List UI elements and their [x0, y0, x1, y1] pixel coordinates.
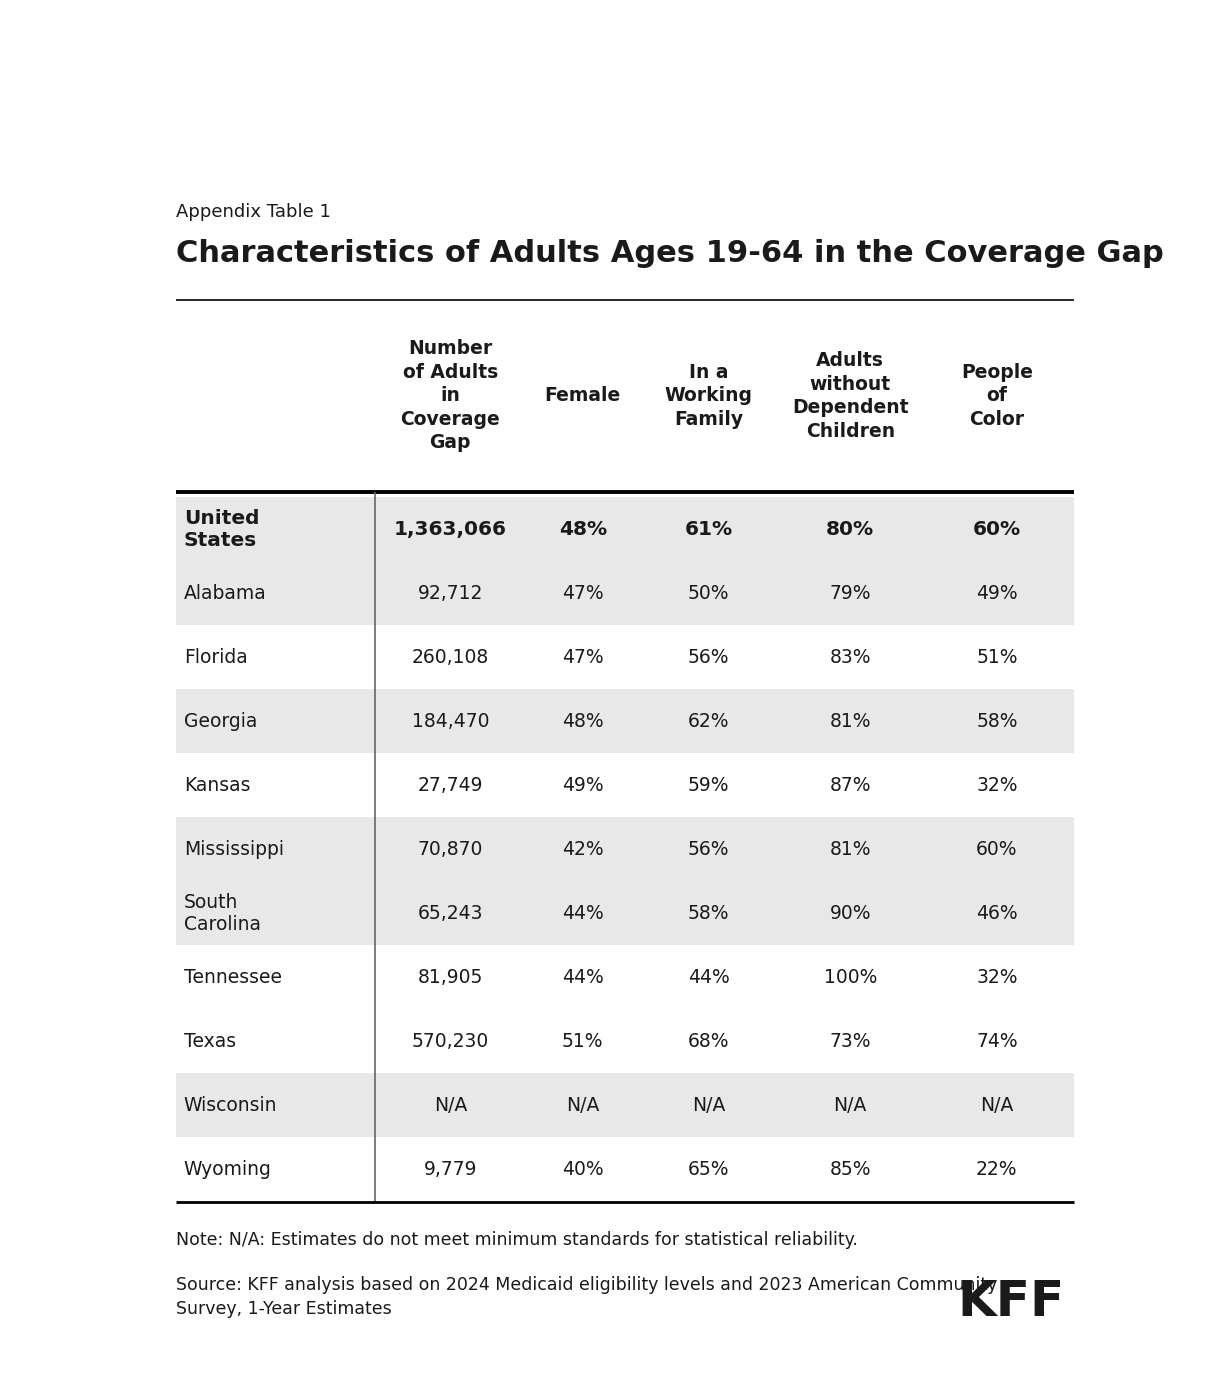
Text: 56%: 56% [688, 647, 730, 667]
Text: Appendix Table 1: Appendix Table 1 [176, 202, 331, 220]
Text: 81%: 81% [830, 712, 871, 730]
Text: 100%: 100% [824, 967, 877, 987]
Text: In a
Working
Family: In a Working Family [665, 363, 753, 428]
Bar [176, 498, 1075, 561]
Text: 65,243: 65,243 [417, 904, 483, 923]
Text: 184,470: 184,470 [411, 712, 489, 730]
Bar [176, 881, 1075, 945]
Bar [176, 818, 1075, 881]
Text: Female: Female [544, 387, 621, 405]
Text: 74%: 74% [976, 1033, 1017, 1051]
Text: 58%: 58% [976, 712, 1017, 730]
Text: 48%: 48% [562, 712, 604, 730]
Text: 90%: 90% [830, 904, 871, 923]
Text: Number
of Adults
in
Coverage
Gap: Number of Adults in Coverage Gap [400, 340, 500, 452]
Text: N/A: N/A [433, 1096, 467, 1114]
Text: 60%: 60% [972, 520, 1021, 539]
Text: 59%: 59% [688, 776, 730, 794]
Text: 22%: 22% [976, 1160, 1017, 1179]
Text: Tennessee: Tennessee [184, 967, 282, 987]
Text: N/A: N/A [566, 1096, 599, 1114]
Text: 47%: 47% [562, 584, 604, 603]
Text: 83%: 83% [830, 647, 871, 667]
Text: N/A: N/A [833, 1096, 867, 1114]
Text: 32%: 32% [976, 967, 1017, 987]
Text: People
of
Color: People of Color [961, 363, 1033, 428]
Text: 70,870: 70,870 [417, 840, 483, 859]
Text: 92,712: 92,712 [417, 584, 483, 603]
Text: 50%: 50% [688, 584, 730, 603]
Text: Alabama: Alabama [184, 584, 266, 603]
Text: 570,230: 570,230 [411, 1033, 489, 1051]
Text: South
Carolina: South Carolina [184, 893, 261, 934]
Text: 87%: 87% [830, 776, 871, 794]
Text: 44%: 44% [688, 967, 730, 987]
Text: 73%: 73% [830, 1033, 871, 1051]
Text: Georgia: Georgia [184, 712, 257, 730]
Text: Adults
without
Dependent
Children: Adults without Dependent Children [792, 351, 909, 441]
Text: 40%: 40% [562, 1160, 604, 1179]
Text: 81%: 81% [830, 840, 871, 859]
Text: 47%: 47% [562, 647, 604, 667]
Text: 60%: 60% [976, 840, 1017, 859]
Text: Wyoming: Wyoming [184, 1160, 272, 1179]
Text: 1,363,066: 1,363,066 [394, 520, 506, 539]
Text: 51%: 51% [562, 1033, 604, 1051]
Text: N/A: N/A [692, 1096, 725, 1114]
Text: 58%: 58% [688, 904, 730, 923]
Text: 65%: 65% [688, 1160, 730, 1179]
Text: 81,905: 81,905 [417, 967, 483, 987]
Text: 51%: 51% [976, 647, 1017, 667]
Text: N/A: N/A [980, 1096, 1014, 1114]
Text: 62%: 62% [688, 712, 730, 730]
Text: 85%: 85% [830, 1160, 871, 1179]
Text: 68%: 68% [688, 1033, 730, 1051]
Text: 44%: 44% [562, 904, 604, 923]
Bar [176, 561, 1075, 625]
Text: 79%: 79% [830, 584, 871, 603]
Text: Source: KFF analysis based on 2024 Medicaid eligibility levels and 2023 American: Source: KFF analysis based on 2024 Medic… [176, 1277, 998, 1318]
Text: 49%: 49% [976, 584, 1017, 603]
Text: 42%: 42% [562, 840, 604, 859]
Text: 44%: 44% [562, 967, 604, 987]
Text: 9,779: 9,779 [423, 1160, 477, 1179]
Text: KFF: KFF [958, 1278, 1065, 1326]
Text: United
States: United States [184, 509, 259, 550]
Bar [176, 1074, 1075, 1138]
Text: 56%: 56% [688, 840, 730, 859]
Bar [176, 689, 1075, 754]
Text: 32%: 32% [976, 776, 1017, 794]
Text: 49%: 49% [562, 776, 604, 794]
Text: Characteristics of Adults Ages 19-64 in the Coverage Gap: Characteristics of Adults Ages 19-64 in … [176, 238, 1164, 267]
Text: Wisconsin: Wisconsin [184, 1096, 277, 1114]
Text: 46%: 46% [976, 904, 1017, 923]
Text: Texas: Texas [184, 1033, 235, 1051]
Text: 48%: 48% [559, 520, 606, 539]
Text: 260,108: 260,108 [411, 647, 489, 667]
Text: Kansas: Kansas [184, 776, 250, 794]
Text: Note: N/A: Estimates do not meet minimum standards for statistical reliability.: Note: N/A: Estimates do not meet minimum… [176, 1231, 858, 1249]
Text: 27,749: 27,749 [417, 776, 483, 794]
Text: Mississippi: Mississippi [184, 840, 284, 859]
Text: 61%: 61% [684, 520, 732, 539]
Text: 80%: 80% [826, 520, 875, 539]
Text: Florida: Florida [184, 647, 248, 667]
